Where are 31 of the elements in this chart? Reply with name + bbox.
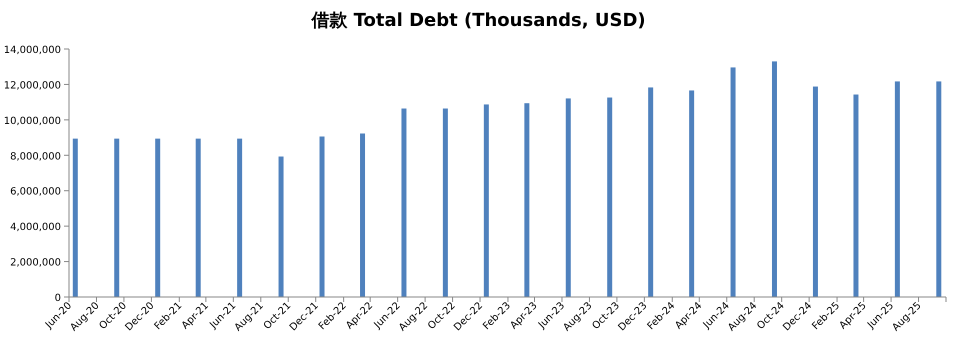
y-tick-label: 8,000,000 <box>10 151 61 162</box>
bar <box>278 156 284 297</box>
bar <box>484 104 489 297</box>
bar <box>648 87 654 297</box>
bar <box>114 138 120 297</box>
y-tick-label: 10,000,000 <box>4 116 61 127</box>
bar <box>360 133 366 297</box>
bar <box>772 61 777 297</box>
bar <box>566 98 571 297</box>
bar <box>524 103 530 297</box>
bar <box>320 136 325 297</box>
bar <box>936 81 942 297</box>
bar <box>72 138 78 297</box>
bar <box>196 138 201 297</box>
chart-title: 借款 Total Debt (Thousands, USD) <box>310 10 646 31</box>
bar <box>812 86 818 297</box>
bar <box>689 90 694 297</box>
bar <box>730 67 736 297</box>
bar <box>894 81 900 297</box>
bar <box>442 108 448 297</box>
bar <box>401 108 406 297</box>
y-tick-label: 4,000,000 <box>10 222 61 234</box>
y-tick-label: 6,000,000 <box>10 186 61 198</box>
y-tick-label: 14,000,000 <box>4 45 61 56</box>
bar <box>155 138 160 297</box>
bar <box>237 138 242 297</box>
bar <box>607 98 612 297</box>
y-tick-label: 0 <box>54 293 61 304</box>
y-tick-label: 12,000,000 <box>4 80 61 92</box>
y-tick-label: 2,000,000 <box>10 258 61 269</box>
bar <box>853 94 858 297</box>
